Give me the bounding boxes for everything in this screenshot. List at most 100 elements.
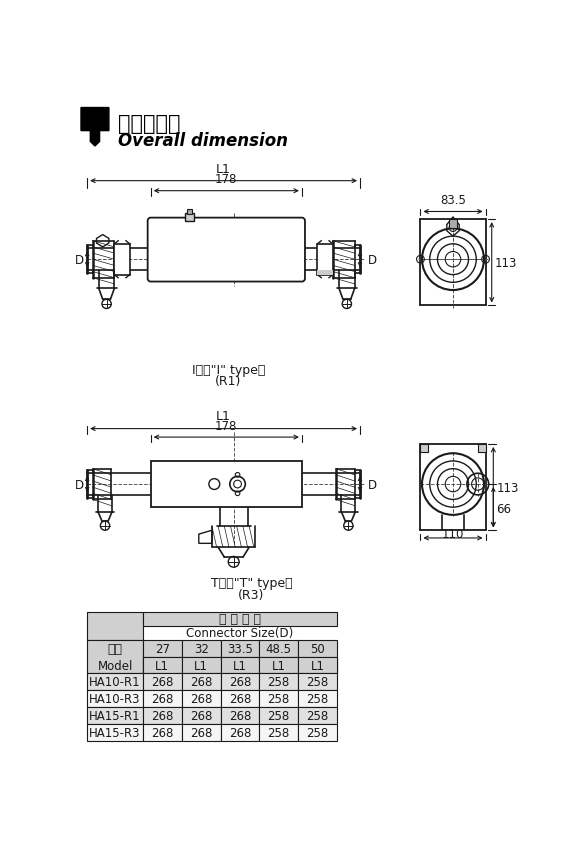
Bar	[143, 707, 182, 724]
Text: 268: 268	[151, 710, 173, 722]
Text: 83.5: 83.5	[440, 194, 466, 207]
Polygon shape	[81, 108, 109, 147]
Bar	[182, 674, 220, 691]
Bar	[259, 657, 298, 674]
Text: 268: 268	[229, 710, 251, 722]
Bar	[182, 657, 220, 674]
Bar	[143, 640, 182, 674]
Text: 接 头 规 格: 接 头 规 格	[219, 613, 261, 625]
Bar	[420, 445, 428, 452]
Bar	[182, 707, 220, 724]
Bar	[220, 640, 259, 674]
Bar	[87, 612, 143, 640]
Bar	[114, 245, 130, 275]
Bar	[298, 707, 337, 724]
Text: HA15-R1: HA15-R1	[89, 710, 141, 722]
Bar	[259, 674, 298, 691]
Text: 27: 27	[155, 642, 170, 655]
Bar	[298, 691, 337, 707]
Text: Model: Model	[97, 659, 133, 671]
Bar	[187, 210, 192, 215]
Text: 66: 66	[496, 503, 512, 515]
Bar	[220, 691, 259, 707]
Bar	[220, 724, 259, 741]
Bar	[87, 691, 143, 707]
Text: L1: L1	[233, 659, 247, 671]
Text: 48.5: 48.5	[265, 642, 292, 655]
Bar	[220, 674, 259, 691]
Text: 268: 268	[151, 676, 173, 688]
Text: 268: 268	[229, 676, 251, 688]
Bar	[87, 640, 143, 674]
Text: 268: 268	[190, 727, 212, 740]
Text: 258: 258	[267, 693, 289, 705]
Bar	[298, 674, 337, 691]
Text: 258: 258	[306, 727, 329, 740]
Text: (R3): (R3)	[239, 588, 265, 601]
Text: 33.5: 33.5	[227, 642, 253, 655]
Text: D: D	[75, 253, 84, 267]
Text: 113: 113	[495, 256, 517, 269]
Bar	[449, 220, 457, 229]
Text: Overall dimension: Overall dimension	[118, 131, 288, 149]
Text: 258: 258	[306, 710, 329, 722]
Text: 110: 110	[442, 527, 464, 541]
Text: 113: 113	[496, 481, 519, 494]
Bar	[182, 691, 220, 707]
Bar	[182, 640, 220, 674]
Text: (R1): (R1)	[215, 375, 241, 388]
Text: 178: 178	[215, 419, 237, 432]
Bar	[143, 674, 182, 691]
Bar	[151, 462, 302, 508]
Text: 258: 258	[306, 693, 329, 705]
Bar	[318, 245, 333, 275]
Text: HA10-R3: HA10-R3	[89, 693, 141, 705]
Text: HA10-R1: HA10-R1	[89, 676, 141, 688]
Text: 268: 268	[229, 727, 251, 740]
Text: 268: 268	[190, 676, 212, 688]
Text: 268: 268	[151, 693, 173, 705]
Text: 268: 268	[190, 710, 212, 722]
Bar	[143, 612, 337, 626]
Text: Connector Size(D): Connector Size(D)	[186, 626, 294, 639]
Text: D: D	[368, 478, 377, 491]
Text: 178: 178	[215, 173, 237, 186]
Text: 258: 258	[267, 676, 289, 688]
Text: D: D	[368, 253, 377, 267]
Bar	[259, 724, 298, 741]
Text: 50: 50	[310, 642, 325, 655]
Text: L1: L1	[155, 659, 169, 671]
Bar	[143, 724, 182, 741]
Bar	[259, 691, 298, 707]
Bar	[298, 724, 337, 741]
FancyBboxPatch shape	[148, 218, 305, 282]
Bar	[87, 724, 143, 741]
Text: L1: L1	[194, 659, 208, 671]
Text: 268: 268	[229, 693, 251, 705]
Bar	[143, 691, 182, 707]
Bar	[143, 657, 182, 674]
Text: T型（"T" type）: T型（"T" type）	[211, 577, 292, 590]
Text: L1: L1	[216, 163, 231, 176]
Bar	[259, 707, 298, 724]
Text: L1: L1	[311, 659, 325, 671]
Bar	[220, 707, 259, 724]
Text: L1: L1	[216, 410, 231, 423]
Bar	[259, 640, 298, 674]
Text: L1: L1	[272, 659, 285, 671]
Bar	[298, 657, 337, 674]
Text: 258: 258	[267, 727, 289, 740]
Text: 安装外形图: 安装外形图	[118, 114, 180, 134]
Bar	[185, 214, 194, 222]
Bar	[220, 657, 259, 674]
Bar	[298, 640, 337, 674]
Text: 258: 258	[267, 710, 289, 722]
Bar	[478, 445, 486, 452]
Text: I型（"I" type）: I型（"I" type）	[192, 364, 265, 377]
Text: 型号: 型号	[108, 642, 122, 655]
Text: D: D	[75, 478, 84, 491]
Text: 258: 258	[306, 676, 329, 688]
Bar	[87, 674, 143, 691]
Bar	[87, 707, 143, 724]
Text: 268: 268	[151, 727, 173, 740]
